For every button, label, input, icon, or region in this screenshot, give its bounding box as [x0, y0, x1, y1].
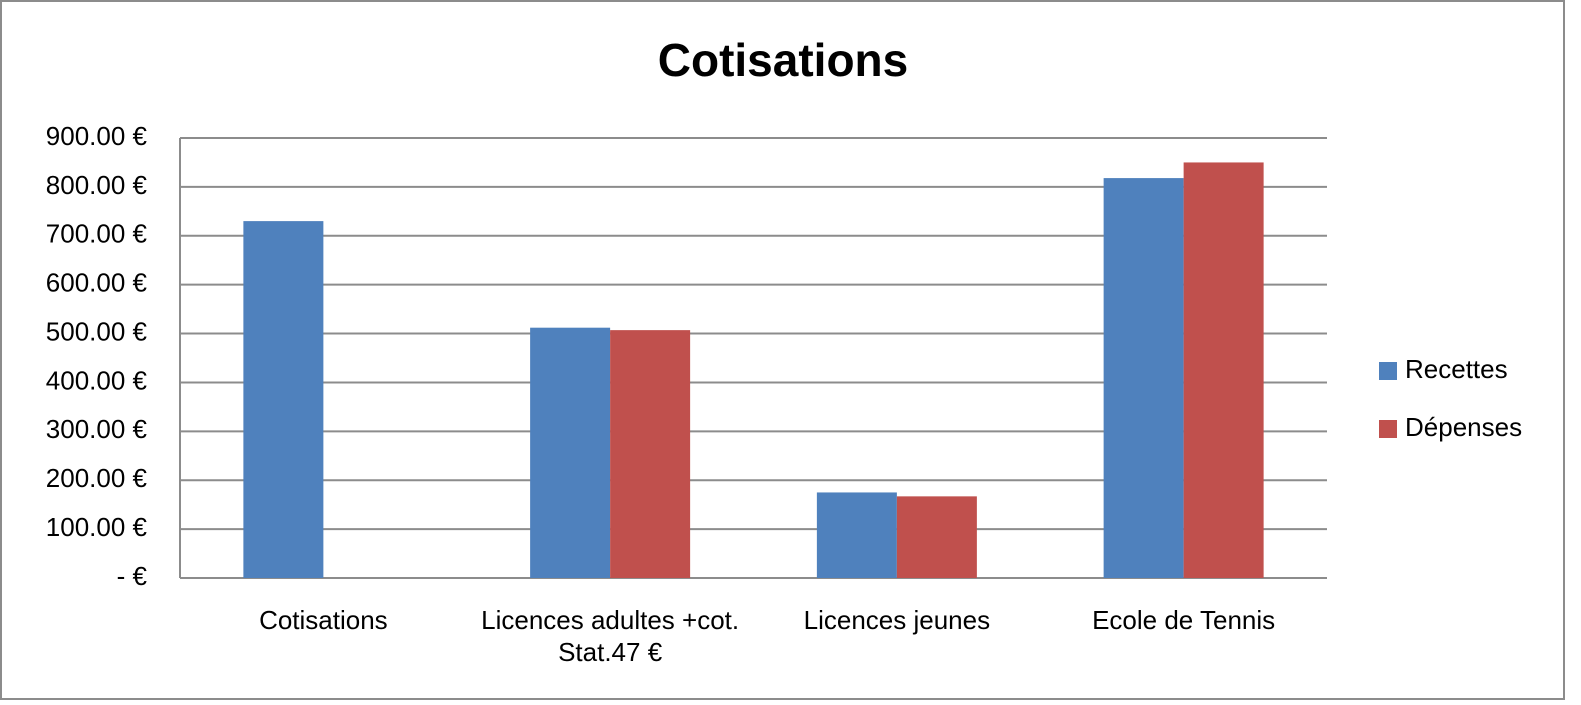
- bar: [1103, 178, 1184, 579]
- bar: [610, 330, 691, 578]
- x-tick-label: Licences jeunes: [803, 605, 991, 635]
- chart-title: Cotisations: [658, 34, 908, 86]
- bar: [816, 492, 897, 578]
- y-tick-label: 400.00 €: [46, 365, 148, 395]
- x-tick-label: Cotisations: [259, 605, 388, 635]
- y-tick-label: 900.00 €: [46, 121, 148, 151]
- legend-label: Recettes: [1405, 354, 1508, 384]
- bar: [896, 496, 977, 578]
- bar: [1183, 162, 1264, 578]
- y-tick-label: 600.00 €: [46, 268, 148, 298]
- bar: [243, 221, 324, 578]
- y-tick-label: 100.00 €: [46, 512, 148, 542]
- bar: [530, 327, 611, 578]
- y-tick-label: 800.00 €: [46, 170, 148, 200]
- y-tick-label: 700.00 €: [46, 219, 148, 249]
- x-tick-label: Ecole de Tennis: [1092, 605, 1276, 635]
- y-tick-label: 200.00 €: [46, 463, 148, 493]
- legend-swatch: [1379, 362, 1397, 380]
- x-tick-label: Licences adultes +cot. Stat.47 €: [481, 605, 740, 667]
- legend-label: Dépenses: [1405, 412, 1522, 442]
- legend-swatch: [1379, 420, 1397, 438]
- y-tick-label: 500.00 €: [46, 316, 148, 346]
- y-tick-label: 300.00 €: [46, 414, 148, 444]
- y-tick-label: - €: [117, 561, 148, 591]
